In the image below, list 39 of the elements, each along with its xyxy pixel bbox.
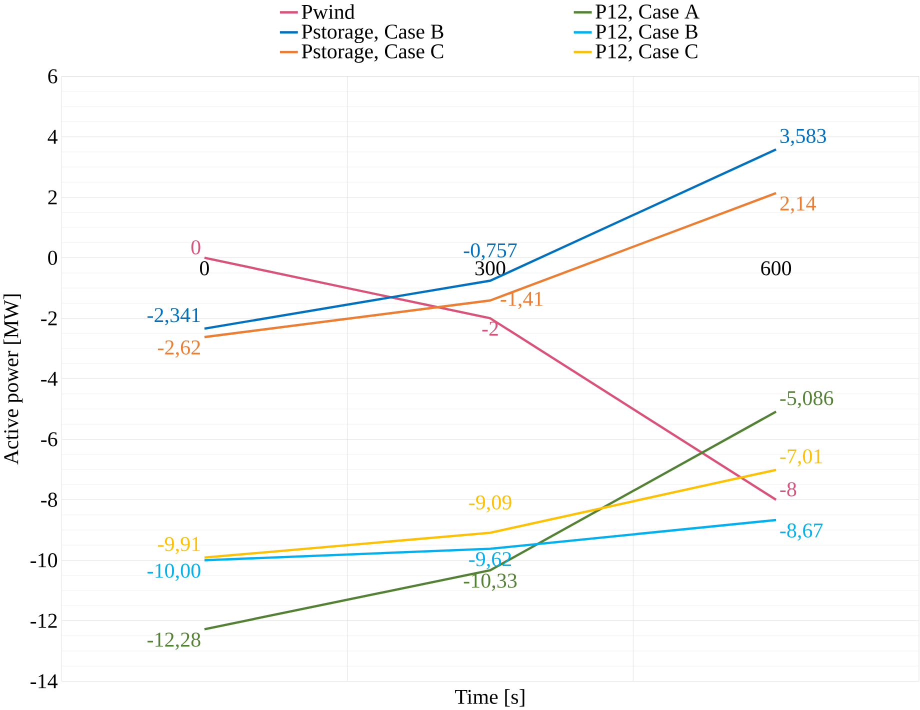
data-label: -1,41 xyxy=(500,292,542,309)
y-tick-label: -8 xyxy=(41,492,58,507)
legend-label: P12, Case A xyxy=(596,4,700,22)
legend-label: Pwind xyxy=(302,4,355,19)
data-label: -10,33 xyxy=(464,574,517,591)
y-axis-title: Active power [MW] xyxy=(4,294,23,464)
data-label: -2,62 xyxy=(158,340,200,358)
y-tick-label: -4 xyxy=(41,372,58,386)
data-label: -5,086 xyxy=(780,391,834,408)
y-tick-label: 4 xyxy=(48,130,58,144)
x-tick-label: 600 xyxy=(761,261,792,276)
data-label: -8,67 xyxy=(780,523,823,541)
x-tick-label: 0 xyxy=(200,261,209,276)
data-label: -2 xyxy=(482,322,498,336)
data-label: -10,00 xyxy=(148,564,200,581)
legend-label: P12, Case C xyxy=(596,44,698,62)
y-tick-label: -12 xyxy=(30,614,57,628)
y-tick-label: -6 xyxy=(41,432,58,446)
data-label: -8 xyxy=(780,482,796,496)
data-label: -12,28 xyxy=(148,632,200,650)
data-label: -9,91 xyxy=(158,536,200,554)
data-label: 2,14 xyxy=(780,196,816,214)
data-label: 3,583 xyxy=(780,128,826,146)
y-tick-label: 0 xyxy=(48,250,58,265)
x-tick-label: 300 xyxy=(475,261,506,276)
legend-label: P12, Case B xyxy=(596,24,698,42)
data-label: -7,01 xyxy=(780,449,822,466)
x-axis-title: Time [s] xyxy=(455,689,524,707)
data-label: -2,341 xyxy=(148,308,200,326)
data-label: 0 xyxy=(191,240,200,254)
data-label: -0,757 xyxy=(464,243,517,260)
y-tick-label: -14 xyxy=(30,674,58,688)
y-tick-label: -2 xyxy=(41,311,57,326)
data-label: -9,09 xyxy=(469,495,512,512)
y-tick-label: 2 xyxy=(48,190,57,204)
legend-label: Pstorage, Case B xyxy=(302,24,444,44)
legend-label: Pstorage, Case C xyxy=(302,44,444,63)
y-tick-label: 6 xyxy=(48,69,58,84)
y-tick-label: -10 xyxy=(30,553,58,568)
